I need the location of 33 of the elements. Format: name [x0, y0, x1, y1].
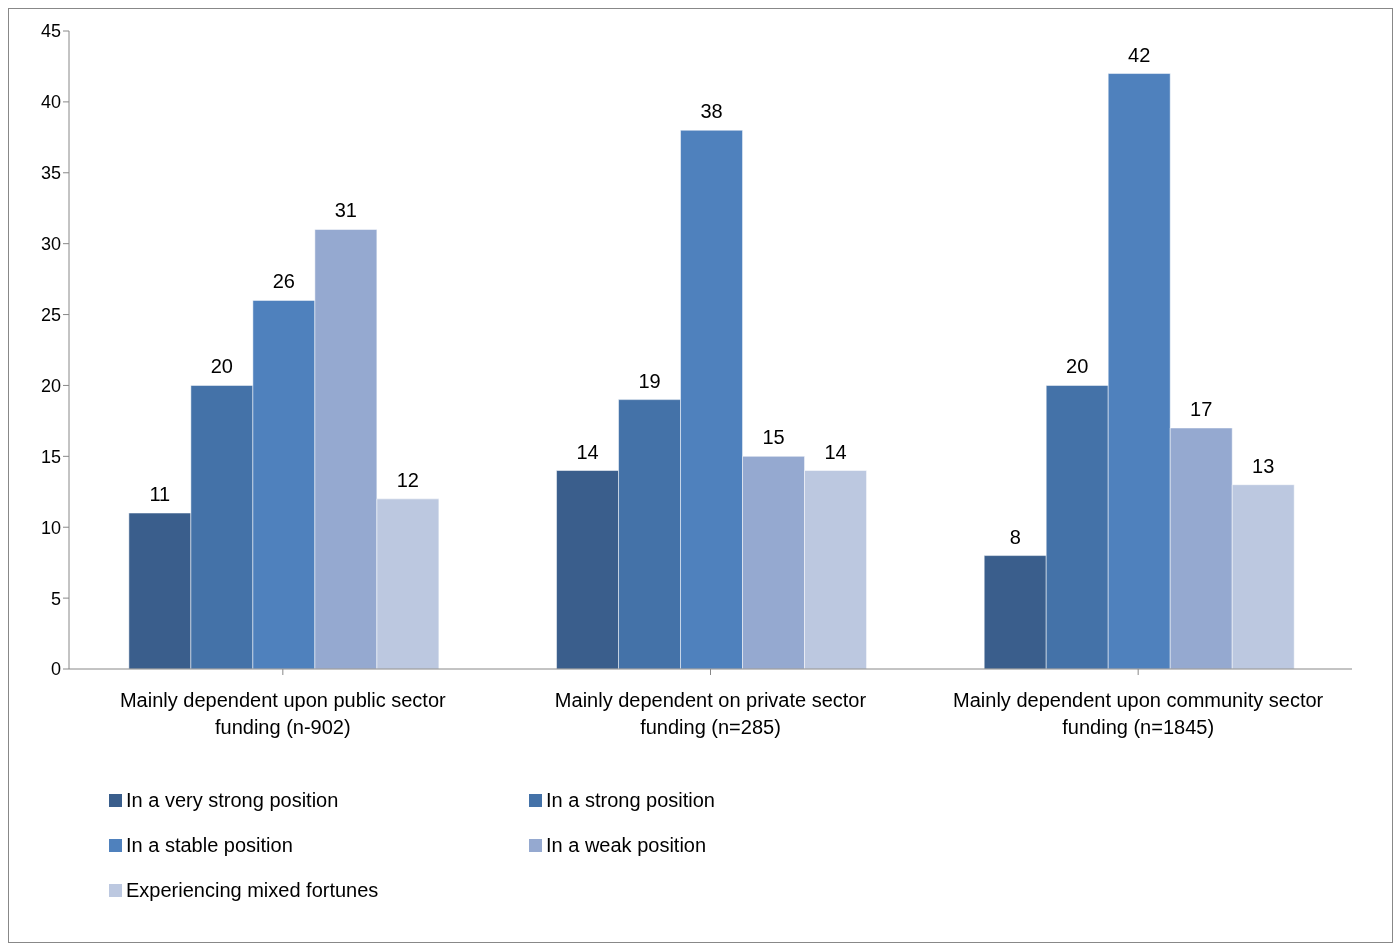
y-tick-label: 5 — [50, 588, 61, 609]
data-label: 26 — [272, 270, 295, 293]
legend-label: Experiencing mixed fortunes — [126, 879, 379, 902]
x-tick-label: Mainly dependent on private sector funding (n=285) — [554, 689, 867, 738]
x-tick-label: Mainly dependent upon community sector funding (n=1845) — [953, 689, 1324, 738]
y-tick-label: 20 — [40, 375, 61, 396]
y-tick-label: 15 — [40, 446, 61, 467]
data-label: 17 — [1190, 397, 1213, 420]
data-label: 14 — [576, 440, 599, 463]
data-label: 12 — [396, 468, 419, 491]
data-label: 31 — [334, 199, 357, 222]
y-tick-label: 0 — [50, 659, 61, 680]
data-label: 13 — [1252, 454, 1275, 477]
x-tick-label: Mainly dependent upon public sector funding (n-902) — [119, 689, 447, 738]
data-label: 38 — [700, 100, 723, 123]
data-label: 14 — [824, 440, 847, 463]
y-tick-label: 45 — [40, 21, 61, 42]
data-label: 42 — [1128, 43, 1151, 66]
y-tick-label: 40 — [40, 92, 61, 113]
y-tick-label: 25 — [40, 304, 61, 325]
data-label: 11 — [149, 483, 171, 506]
y-tick-label: 35 — [40, 163, 61, 184]
data-label: 15 — [762, 426, 785, 449]
data-label: 8 — [1009, 525, 1021, 548]
legend-label: In a strong position — [546, 789, 715, 812]
data-label: 19 — [638, 369, 661, 392]
y-tick-label: 30 — [40, 234, 61, 255]
legend-label: In a very strong position — [126, 789, 339, 812]
y-tick-label: 10 — [40, 517, 61, 538]
legend-label: In a weak position — [546, 834, 707, 857]
data-label: 20 — [210, 355, 233, 378]
data-label: 20 — [1066, 355, 1089, 378]
legend-label: In a stable position — [126, 834, 293, 857]
